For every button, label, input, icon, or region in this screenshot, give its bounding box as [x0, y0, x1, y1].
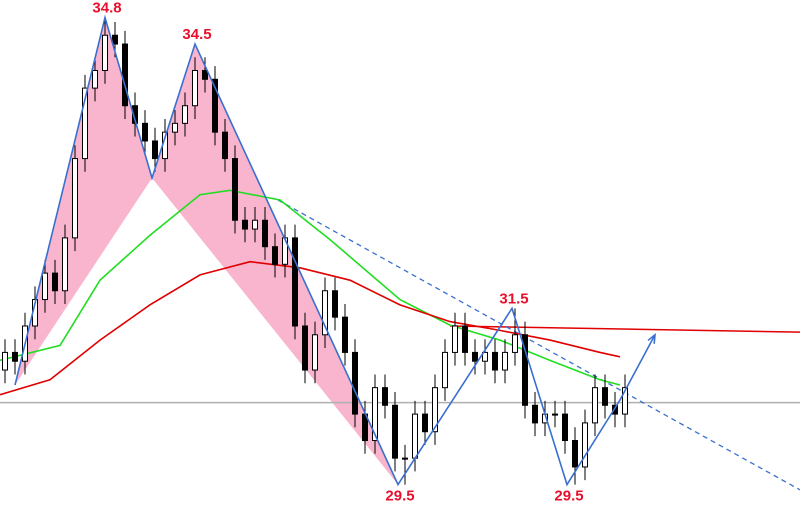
candle-body	[122, 43, 128, 107]
pivot-label: 29.5	[554, 488, 583, 505]
candle-body	[412, 413, 418, 459]
candle-body	[222, 131, 228, 160]
candle-body	[342, 316, 348, 353]
candle-body	[92, 69, 98, 89]
candle-body	[232, 158, 238, 221]
pattern-line	[14, 14, 656, 487]
candle-body	[572, 440, 578, 468]
candle-body	[212, 78, 218, 133]
candle-body	[322, 290, 328, 336]
candle-body	[12, 351, 18, 362]
candle-body	[132, 105, 138, 124]
level-line	[277, 199, 800, 491]
candle-body	[422, 413, 428, 433]
candle-body	[492, 351, 498, 371]
candle-body	[182, 105, 188, 124]
candle-body	[402, 457, 408, 460]
candle-body	[62, 237, 68, 292]
pattern-fill	[15, 17, 152, 386]
candle-body	[152, 140, 158, 160]
candle-body	[262, 219, 268, 248]
candle-body	[272, 246, 278, 265]
pivot-label: 31.5	[499, 290, 528, 307]
arrow-head	[647, 332, 656, 344]
candle-body	[42, 272, 48, 301]
candle-body	[52, 272, 58, 292]
candle-body	[472, 351, 478, 362]
candle-body	[442, 351, 448, 389]
candle-body	[352, 351, 358, 415]
candle-body	[432, 387, 438, 433]
candle-body	[252, 219, 258, 230]
candle-body	[582, 422, 588, 468]
candle-body	[82, 87, 88, 160]
candle-body	[242, 219, 248, 230]
candle-body	[452, 325, 458, 353]
candle-body	[502, 351, 508, 371]
candle-body	[72, 158, 78, 239]
pivot-label: 34.8	[92, 0, 121, 17]
pivot-label: 29.5	[385, 488, 414, 505]
candle-body	[512, 334, 518, 353]
candle-body	[112, 34, 118, 45]
candle-body	[172, 122, 178, 133]
candle-body	[372, 387, 378, 442]
candle-body	[312, 334, 318, 371]
candle-body	[462, 325, 468, 353]
candle-body	[622, 387, 628, 415]
candle-body	[2, 351, 8, 371]
candle-body	[522, 334, 528, 406]
moving-average	[0, 260, 621, 396]
candle-body	[392, 404, 398, 459]
candle-body	[552, 413, 558, 416]
candle-body	[482, 351, 488, 362]
pivot-label: 34.5	[182, 26, 211, 43]
candle-body	[202, 69, 208, 80]
candle-body	[142, 122, 148, 142]
moving-average	[0, 189, 621, 386]
candle-body	[302, 325, 308, 371]
candle-body	[102, 34, 108, 71]
candle-body	[602, 387, 608, 406]
candle-body	[382, 387, 388, 406]
candle-body	[532, 404, 538, 424]
candle-body	[612, 404, 618, 415]
candle-body	[332, 290, 338, 318]
candle-body	[292, 237, 298, 327]
candle-body	[592, 387, 598, 424]
candle-body	[192, 69, 198, 107]
level-line	[449, 325, 800, 333]
candle-body	[562, 413, 568, 442]
